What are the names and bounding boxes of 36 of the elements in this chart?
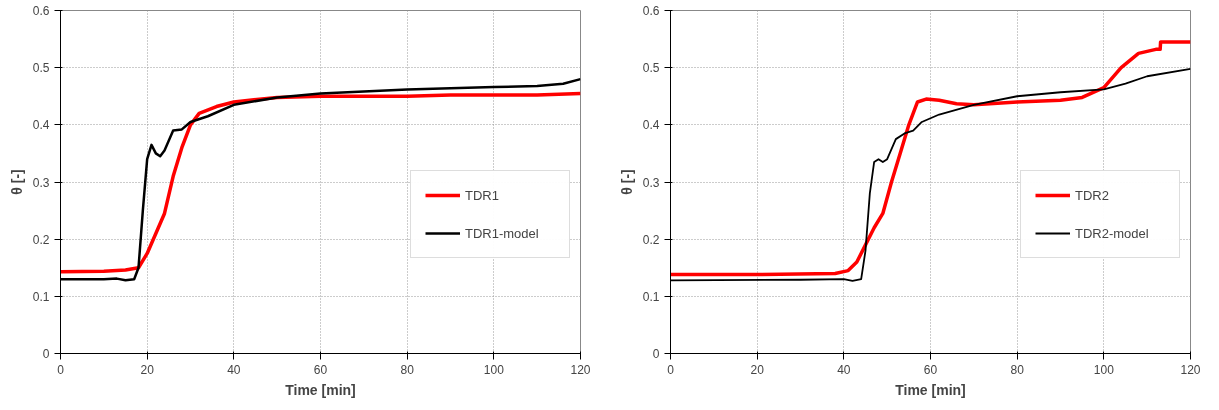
y-tick-label: 0 (652, 347, 660, 361)
y-tick-label: 0 (42, 347, 50, 361)
x-tick-label: 20 (140, 362, 155, 377)
x-tick-label: 120 (570, 362, 591, 377)
x-axis-title: Time [min] (895, 381, 966, 398)
y-axis-title: θ [-] (8, 169, 25, 195)
y-tick-label: 0.2 (32, 232, 50, 247)
x-tick-label: 100 (1093, 362, 1115, 377)
y-tick-label: 0.3 (32, 175, 50, 190)
x-tick-label: 80 (400, 362, 415, 377)
y-tick-label: 0.3 (642, 175, 660, 190)
x-tick-label: 80 (1010, 362, 1025, 377)
x-tick-label: 0 (667, 362, 675, 377)
x-tick-label: 40 (227, 362, 241, 377)
x-tick-label: 20 (750, 362, 765, 377)
x-axis-title: Time [min] (285, 381, 356, 398)
y-tick-label: 0.5 (642, 61, 660, 76)
y-tick-label: 0.5 (32, 61, 50, 76)
y-tick-label: 0.4 (32, 118, 50, 133)
x-tick-label: 60 (313, 362, 328, 377)
y-axis-title: θ [-] (618, 169, 635, 195)
x-tick-label: 100 (483, 362, 505, 377)
y-tick-label: 0.2 (642, 232, 660, 247)
y-tick-label: 0.4 (642, 118, 660, 133)
legend-label: TDR2 (1075, 187, 1110, 203)
x-tick-label: 120 (1180, 362, 1201, 377)
y-tick-label: 0.6 (642, 4, 660, 18)
legend-label: TDR1 (465, 187, 500, 203)
y-tick-label: 0.1 (642, 289, 660, 304)
y-tick-label: 0.6 (32, 4, 50, 18)
legend-label: TDR1-model (465, 225, 540, 241)
x-tick-label: 0 (57, 362, 65, 377)
legend-label: TDR2-model (1075, 225, 1150, 241)
x-tick-label: 40 (837, 362, 851, 377)
x-tick-label: 60 (923, 362, 938, 377)
y-tick-label: 0.1 (32, 289, 50, 304)
